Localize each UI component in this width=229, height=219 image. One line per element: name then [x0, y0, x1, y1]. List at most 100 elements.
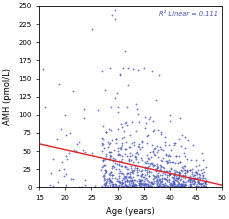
Point	[102, 178, 106, 182]
Point	[119, 182, 123, 186]
Point	[104, 170, 107, 173]
Point	[134, 151, 137, 154]
Point	[102, 176, 106, 180]
Point	[146, 183, 149, 186]
Point	[194, 176, 198, 180]
Point	[138, 181, 142, 184]
Point	[162, 183, 165, 187]
Point	[164, 169, 168, 173]
Point	[152, 163, 155, 166]
Point	[193, 184, 197, 188]
Point	[188, 177, 192, 180]
Point	[113, 184, 117, 188]
Point	[159, 182, 163, 185]
Point	[116, 183, 120, 187]
Point	[129, 120, 133, 124]
Point	[103, 157, 106, 161]
Point	[172, 178, 176, 182]
Point	[107, 142, 111, 146]
Point	[166, 185, 170, 188]
Point	[68, 177, 72, 181]
Point	[155, 171, 159, 175]
Point	[133, 165, 136, 168]
Point	[117, 180, 120, 183]
Point	[120, 176, 124, 179]
Point	[138, 185, 141, 188]
Point	[146, 184, 150, 188]
Point	[164, 153, 167, 157]
Point	[151, 177, 155, 181]
Point	[122, 180, 126, 184]
Point	[203, 185, 206, 189]
Point	[130, 171, 134, 175]
Point	[144, 172, 148, 176]
Point	[102, 182, 105, 185]
Point	[156, 185, 160, 189]
Y-axis label: AMH (pmol/L): AMH (pmol/L)	[3, 68, 12, 125]
Point	[187, 178, 191, 182]
Point	[130, 170, 134, 173]
Point	[118, 122, 122, 126]
Point	[133, 155, 136, 158]
Point	[131, 141, 135, 144]
Point	[131, 67, 134, 71]
Point	[108, 128, 112, 132]
Point	[148, 185, 152, 188]
Point	[108, 170, 112, 174]
Point	[120, 157, 123, 161]
Point	[204, 165, 207, 169]
Point	[125, 178, 128, 181]
Point	[159, 130, 162, 133]
Point	[140, 169, 143, 172]
Point	[167, 172, 171, 175]
Point	[199, 177, 202, 180]
Point	[177, 185, 181, 188]
Point	[167, 178, 170, 182]
Point	[183, 182, 186, 186]
Point	[100, 165, 104, 169]
Point	[145, 142, 148, 145]
Point	[108, 180, 112, 183]
Point	[167, 113, 171, 117]
Point	[114, 138, 117, 141]
Point	[159, 180, 162, 183]
Point	[170, 184, 174, 187]
Point	[43, 105, 46, 109]
Point	[138, 182, 141, 185]
Point	[111, 182, 115, 185]
Point	[196, 176, 200, 179]
Point	[100, 158, 104, 162]
Point	[186, 176, 190, 180]
Point	[182, 164, 185, 168]
Point	[148, 183, 151, 187]
Point	[164, 184, 168, 188]
Point	[159, 168, 162, 172]
Point	[187, 180, 191, 183]
Point	[144, 134, 148, 138]
Point	[117, 152, 120, 155]
Point	[130, 184, 134, 187]
Point	[126, 167, 129, 171]
Point	[48, 183, 52, 187]
Point	[168, 168, 172, 171]
Point	[119, 185, 123, 188]
Point	[132, 178, 136, 182]
Point	[112, 96, 116, 99]
Point	[193, 170, 197, 174]
Point	[167, 172, 171, 176]
Point	[77, 140, 80, 143]
Point	[159, 173, 163, 177]
Point	[191, 175, 194, 178]
Point	[170, 181, 174, 184]
Point	[170, 177, 174, 180]
Point	[105, 184, 109, 187]
Point	[75, 143, 79, 146]
Point	[157, 168, 161, 171]
Point	[133, 185, 137, 189]
Point	[114, 141, 117, 145]
Point	[194, 185, 198, 189]
Point	[193, 158, 197, 162]
Point	[107, 180, 111, 183]
Point	[154, 173, 158, 177]
Point	[96, 108, 100, 111]
